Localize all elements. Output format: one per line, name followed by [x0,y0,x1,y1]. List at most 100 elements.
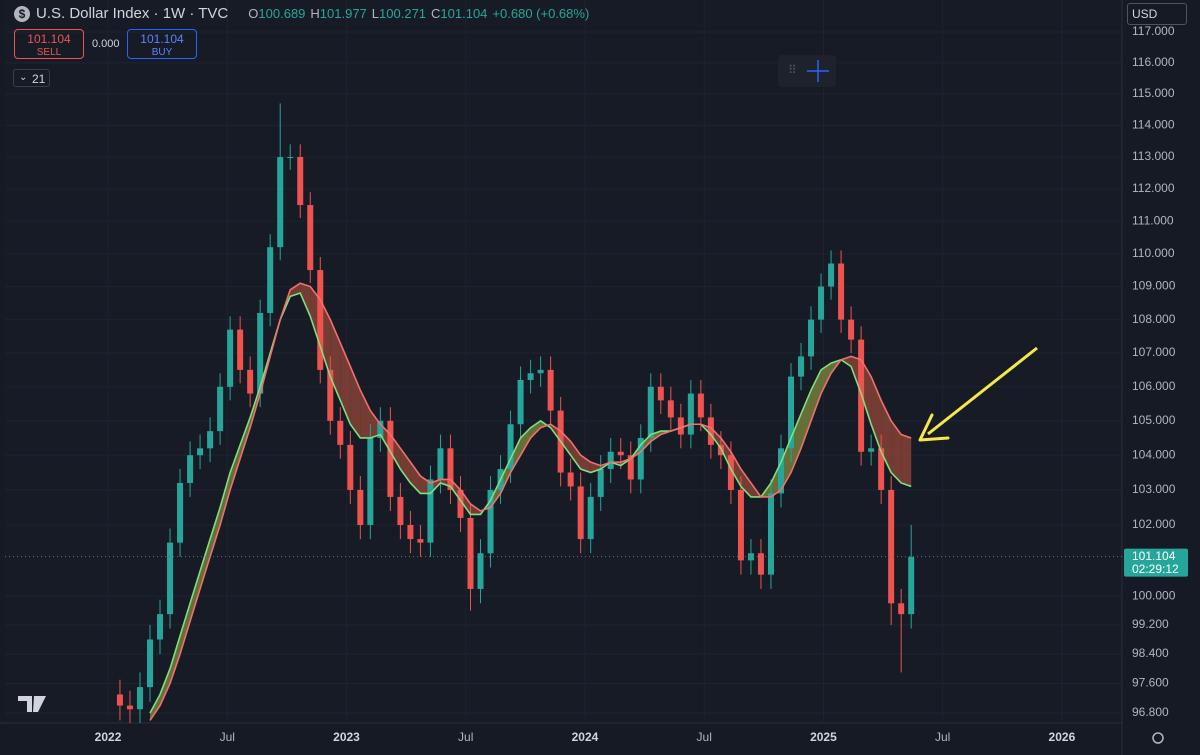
candle-body [447,448,454,490]
settings-icon[interactable] [1152,732,1164,744]
high-label: H [310,6,320,21]
candle-body [257,312,264,394]
ma-band [530,420,541,438]
ma-band [901,434,912,487]
ma-band [801,390,812,449]
ma-band [149,694,161,721]
candle-body [617,451,624,456]
candle-body [387,420,394,497]
candle-body [547,369,554,411]
candle-body [868,448,875,452]
low-label: L [371,6,380,21]
candle-body [697,393,704,418]
candle-body [567,472,574,487]
y-tick-label: 117.000 [1132,24,1175,38]
y-tick-label: 107.000 [1132,345,1176,359]
sell-price: 101.104 [27,32,71,46]
sell-button[interactable]: 101.104 SELL [14,29,84,59]
candle-body [297,157,304,206]
candle-body [707,417,714,445]
close-label: C [431,6,441,21]
series-layer [5,103,1122,723]
y-tick-label: 108.000 [1132,312,1176,326]
candle-body [898,603,905,615]
ma-band [360,390,371,438]
candle-body [798,356,805,377]
candle-body [327,369,334,421]
close-value: 101.104 [440,6,488,21]
y-tick-label: 109.000 [1132,279,1176,293]
y-tick-label: 110.000 [1132,246,1175,260]
candle-body [237,329,244,370]
ma-band [891,420,902,483]
candle-body [908,556,915,615]
ma-band [811,369,822,421]
last-price-label: 101.104 [1132,549,1176,563]
symbol-title[interactable]: U.S. Dollar Index · 1W · TVC [36,5,229,22]
candle-body [397,496,404,525]
candle-body [457,489,464,518]
candle-body [527,373,534,381]
candle-body [667,400,674,418]
ma-band [220,472,231,525]
y-tick-label: 98.400 [1132,646,1169,660]
candle-body [507,424,514,470]
candle-body [757,553,764,575]
low-value: 100.271 [379,6,427,21]
x-tick-label: 2026 [1049,730,1076,744]
candle-body [437,448,444,480]
x-tick-label: Jul [935,730,950,744]
y-tick-label: 100.000 [1132,588,1176,602]
candle-body [377,420,384,438]
y-tick-label: 103.000 [1132,482,1176,496]
ma-band [580,455,591,473]
ma-band [170,635,181,684]
ohlc: O100.689 H101.977 L100.271 C101.104 +0.6… [248,6,589,21]
axes: 117.000 116.000 115.000 114.000 113.000 112.0… [95,24,1188,744]
candle-body [838,263,845,320]
candle-body [577,486,584,540]
open-value: 100.689 [258,6,306,21]
candle-body [657,386,664,401]
crosshair-icon[interactable] [807,60,829,82]
change: +0.680 (+0.68%) [492,6,590,21]
candle-body [597,469,604,497]
candle-body [788,376,795,449]
y-tick-label: 99.200 [1132,617,1169,631]
candle-body [777,448,784,494]
x-tick-label: 2023 [333,730,360,744]
last-price-badge [1124,548,1188,577]
candle-body [647,386,654,438]
y-tick-label: 113.000 [1132,149,1175,163]
buy-button[interactable]: 101.104 BUY [127,29,197,59]
candle-body [217,386,224,432]
y-tick-label: 97.600 [1132,676,1169,690]
candle-body [207,431,214,449]
candle-body [587,496,594,540]
candle-body [367,437,374,525]
candle-body [146,639,153,688]
y-tick-label: 112.000 [1132,181,1175,195]
buy-price: 101.104 [140,32,184,46]
indicators-toggle[interactable]: ⌄ 21 [13,69,50,87]
candle-body [767,493,774,575]
candle-body [677,417,684,435]
candle-body [357,489,364,525]
candle-body [828,263,835,287]
currency-button[interactable]: USD [1127,3,1187,25]
candle-body [197,448,204,456]
high-value: 101.977 [319,6,367,21]
ma-band [200,539,211,589]
ma-band [410,462,421,494]
buy-label: BUY [151,47,173,58]
candle-body [808,319,815,357]
candle-body [116,694,123,706]
candle-body [727,455,734,490]
arrow-head [918,413,950,442]
open-label: O [248,6,259,21]
candle-body [818,286,825,320]
candle-body [467,517,474,589]
candle-body [517,380,524,425]
candle-body [878,448,885,490]
